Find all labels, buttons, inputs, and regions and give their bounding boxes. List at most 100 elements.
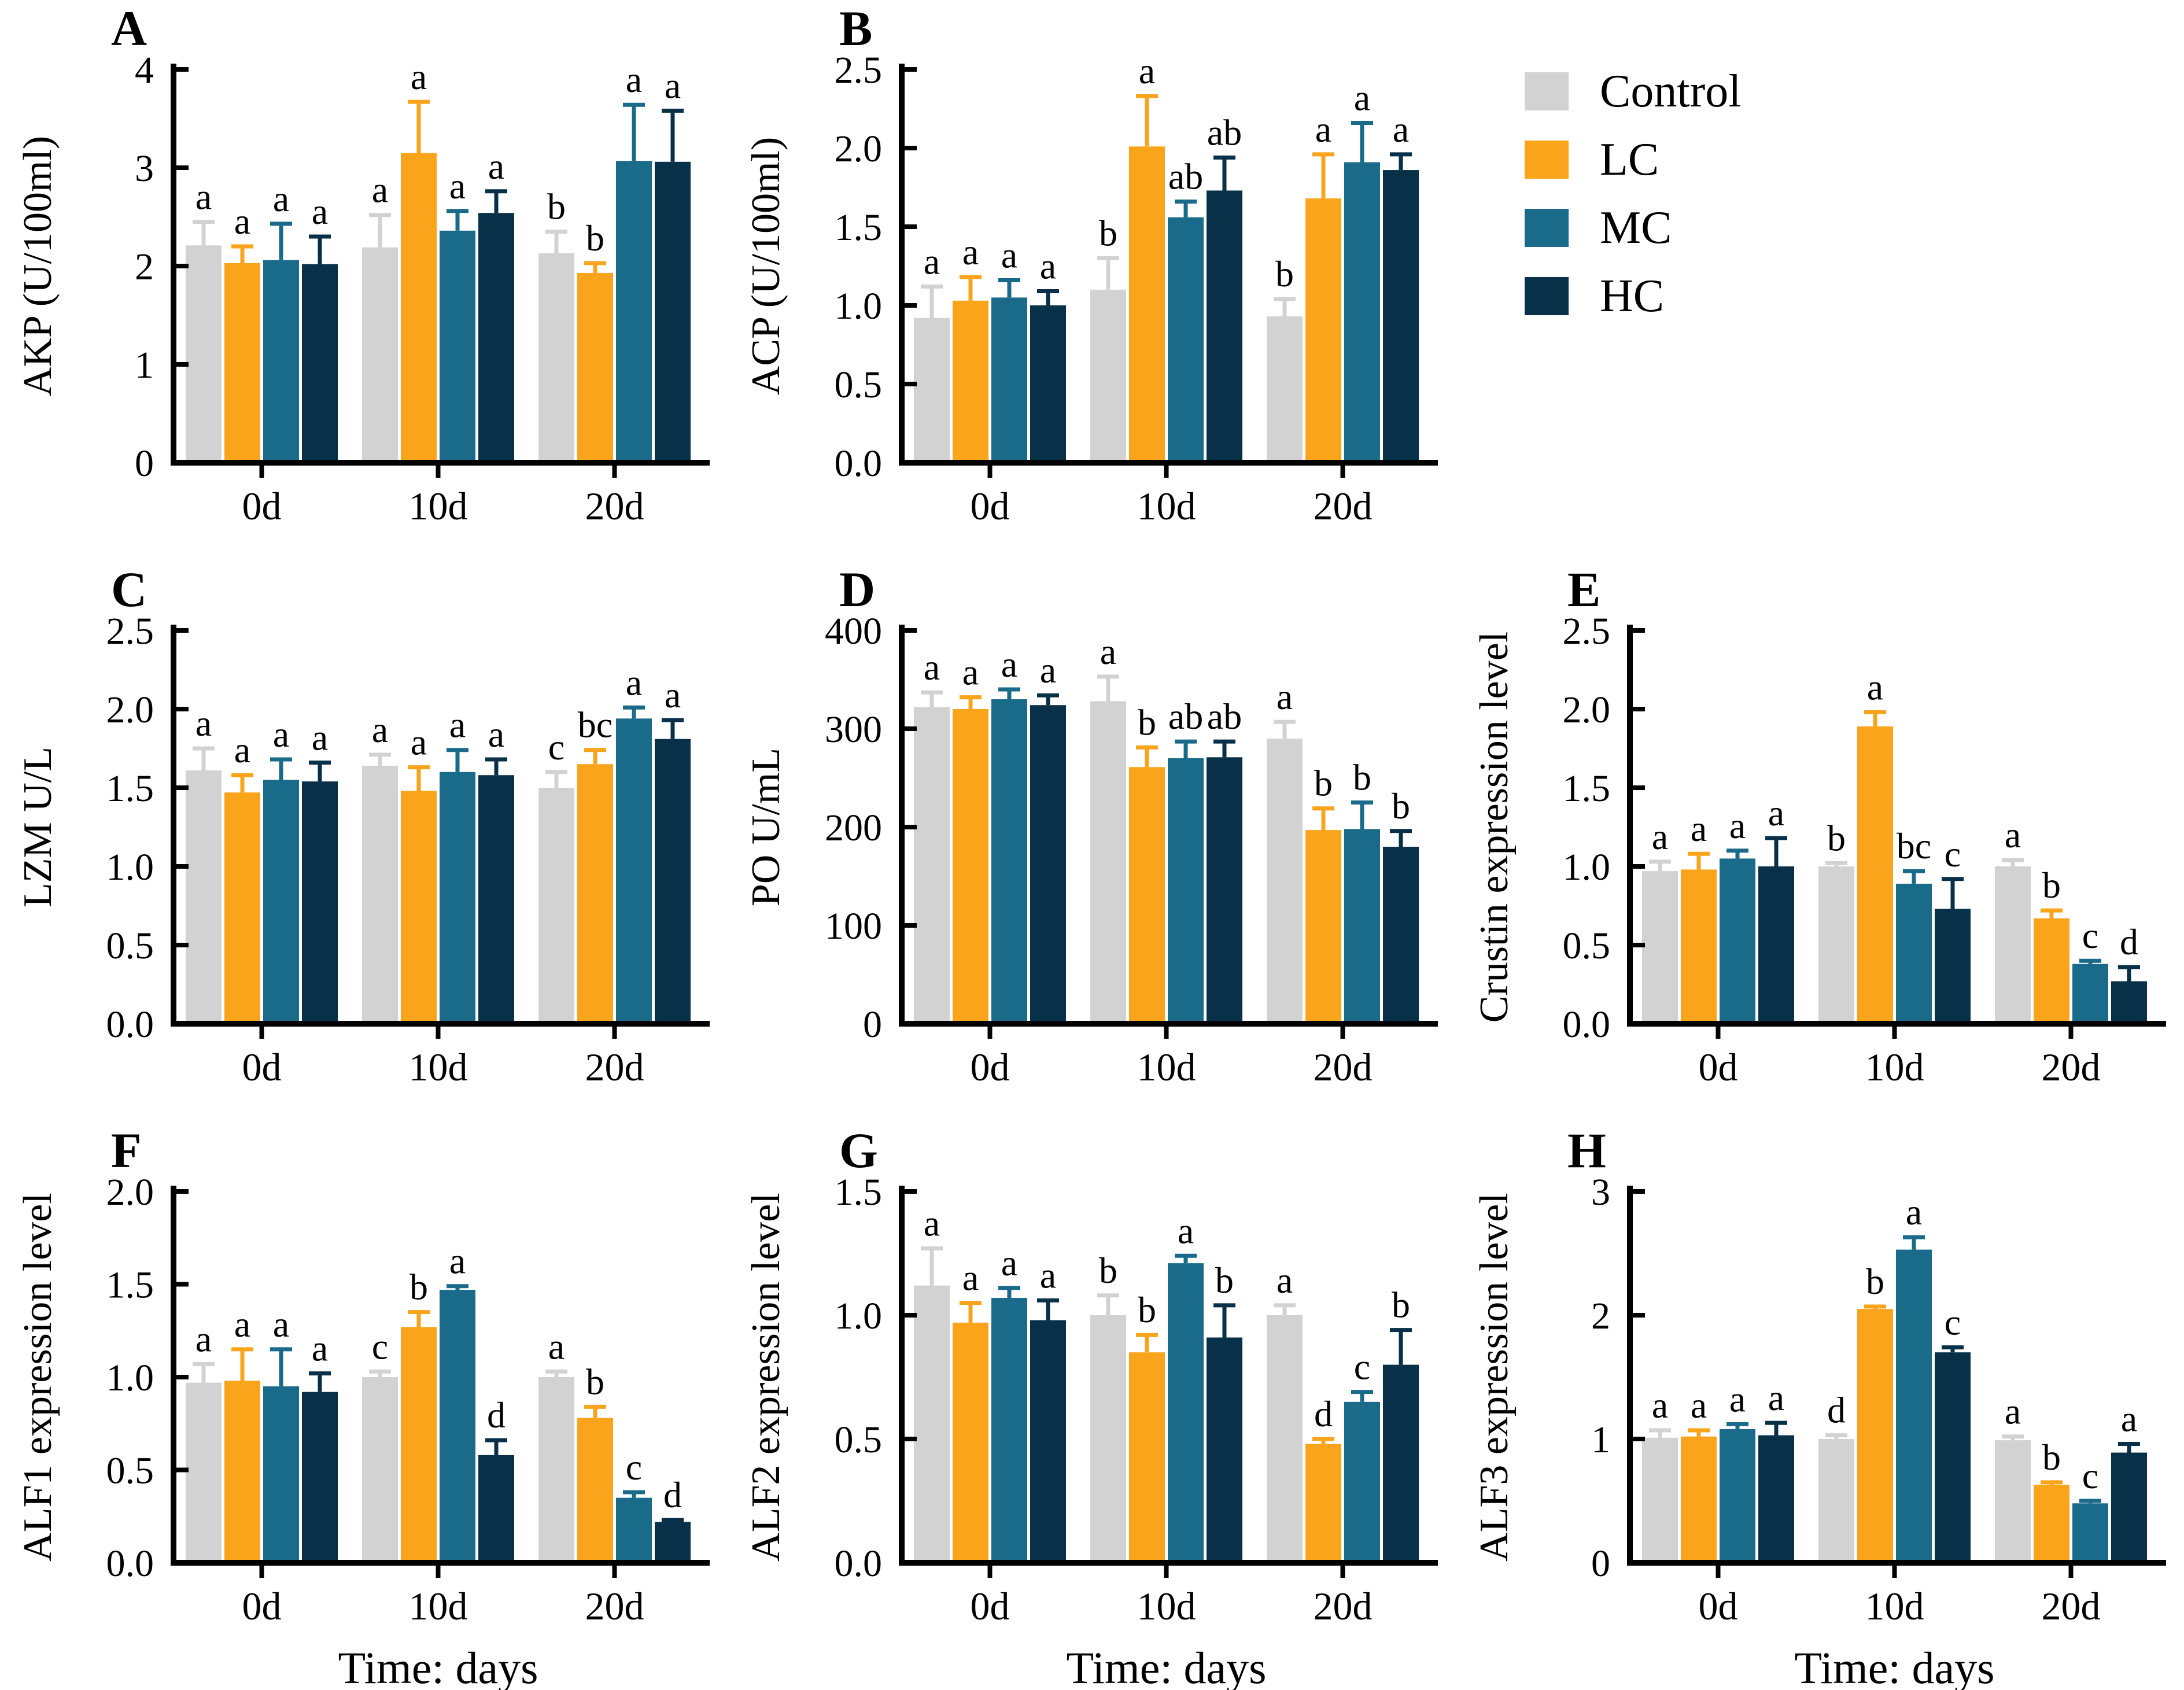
bar-Control-10d [362,765,398,1024]
bar-HC-10d [1207,757,1242,1024]
sig-letter-HC-0d: a [1768,1377,1784,1418]
sig-letter-MC-20d: c [1354,1346,1370,1388]
y-axis-title: Crustin expression level [1472,632,1517,1023]
panel-A: A a a a a 0d a a a a 10d b b a a 20d 0 1 2 3 4 AKP (U/100ml) [0,0,728,561]
y-tick-label: 0.5 [106,1450,154,1492]
bar-LC-10d [401,153,437,463]
bar-LC-10d [1129,1352,1165,1563]
bar-MC-0d [263,260,299,463]
bar-MC-0d [263,1386,299,1563]
bar-LC-20d [1305,830,1341,1024]
y-axis-title: ACP (U/100ml) [744,137,788,396]
y-axis-title: LZM U/L [16,747,60,907]
x-tick-label-10d: 10d [1137,1584,1196,1628]
sig-letter-LC-10d: a [1867,666,1883,707]
sig-letter-MC-0d: a [1001,234,1017,275]
sig-letter-MC-20d: c [626,1447,642,1488]
sig-letter-HC-20d: b [1392,1285,1410,1326]
bar-HC-10d [478,775,514,1024]
bar-LC-0d [953,1322,988,1563]
bar-HC-0d [1758,1435,1794,1563]
panel-label-F: F [111,1123,142,1178]
sig-letter-LC-0d: a [234,1304,250,1345]
sig-letter-Control-10d: a [372,709,388,750]
sig-letter-MC-0d: a [1729,805,1746,846]
bar-LC-0d [224,1381,260,1563]
legend-item-control: Control [1525,68,1741,115]
bar-MC-0d [991,297,1027,463]
y-axis-title: ALF2 expression level [744,1193,788,1562]
sig-letter-MC-10d: a [449,1241,466,1282]
sig-letter-LC-10d: a [411,722,427,763]
y-axis-title: ALF1 expression level [16,1193,60,1562]
sig-letter-Control-20d: c [548,726,565,767]
bar-Control-20d [1267,316,1303,463]
sig-letter-HC-0d: a [1768,792,1784,833]
x-tick-label-20d: 20d [2042,1045,2101,1089]
legend-item-mc: MC [1525,205,1741,251]
x-tick-label-0d: 0d [1699,1045,1738,1089]
bar-Control-10d [1818,1439,1854,1563]
y-tick-label: 0.0 [1563,1003,1611,1046]
sig-letter-MC-20d: c [2082,1455,2098,1496]
bar-LC-20d [2034,918,2069,1024]
x-tick-label-0d: 0d [242,484,282,528]
sig-letter-LC-0d: a [962,652,979,693]
x-tick-label-0d: 0d [242,1045,282,1089]
x-tick-label-10d: 10d [409,1584,468,1628]
sig-letter-LC-20d: b [586,217,604,259]
sig-letter-LC-20d: b [2042,865,2061,906]
legend-label-mc: MC [1600,202,1672,253]
bar-LC-20d [1305,198,1341,463]
sig-letter-HC-0d: a [1040,246,1056,287]
x-tick-label-0d: 0d [1699,1584,1738,1628]
bar-LC-0d [1681,1436,1717,1563]
y-tick-label: 4 [135,49,154,91]
y-tick-label: 0.5 [835,1419,883,1461]
bar-MC-20d [2072,1503,2108,1563]
sig-letter-HC-0d: a [312,191,328,232]
y-tick-label: 1.0 [1563,846,1611,888]
sig-letter-Control-20d: a [1277,676,1293,717]
bar-HC-0d [1030,705,1066,1024]
legend-swatch-hc [1525,277,1569,315]
bar-HC-20d [1383,170,1419,463]
x-tick-label-0d: 0d [971,1045,1010,1089]
sig-letter-LC-10d: b [1138,702,1156,743]
legend-label-control: Control [1600,66,1742,117]
sig-letter-HC-10d: ab [1207,112,1242,153]
bar-MC-20d [2072,964,2108,1024]
bar-Control-10d [362,1377,398,1563]
y-tick-label: 400 [825,610,882,652]
bar-HC-20d [1383,847,1419,1024]
sig-letter-Control-20d: a [2005,814,2021,855]
sig-letter-HC-10d: b [1215,1260,1234,1301]
sig-letter-MC-0d: a [273,714,289,755]
sig-letter-MC-0d: a [273,1304,289,1345]
y-tick-label: 1 [1591,1419,1610,1461]
x-axis-title: Time: days [1794,1643,1994,1690]
bar-MC-0d [263,780,299,1024]
x-tick-label-0d: 0d [971,484,1010,528]
bar-Control-10d [1090,701,1126,1024]
sig-letter-LC-20d: b [1314,763,1333,804]
bar-MC-10d [1168,1263,1204,1563]
bar-LC-0d [224,263,260,463]
bar-LC-20d [2034,1485,2069,1563]
bar-HC-10d [478,1455,514,1563]
bar-MC-0d [991,699,1027,1024]
sig-letter-Control-0d: a [195,176,212,217]
sig-letter-HC-20d: d [663,1474,682,1515]
sig-letter-HC-10d: a [488,714,504,755]
x-tick-label-20d: 20d [585,484,644,528]
bar-LC-0d [953,709,988,1024]
bar-LC-20d [1305,1444,1341,1563]
bar-HC-0d [1758,866,1794,1024]
bar-HC-10d [1207,190,1242,463]
legend-item-hc: HC [1525,273,1741,319]
bar-MC-10d [1896,1249,1932,1563]
bar-Control-10d [1090,289,1126,463]
